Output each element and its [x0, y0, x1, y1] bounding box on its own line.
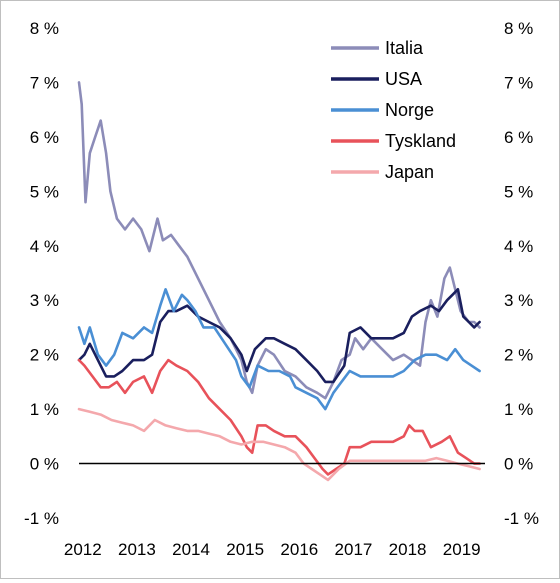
x-axis: 2012 2013 2014 2015 2016 2017 2018 2019	[64, 540, 481, 559]
y-tick-label-right: 6 %	[504, 128, 533, 147]
y-tick-label-right: 0 %	[504, 455, 533, 474]
y-tick-label-right: 7 %	[504, 73, 533, 92]
x-tick-label: 2017	[335, 540, 373, 559]
y-tick-label-right: 2 %	[504, 346, 533, 365]
y-tick-label-left: -1 %	[24, 509, 59, 528]
y-tick-label-right: 3 %	[504, 291, 533, 310]
series-line-japan	[77, 407, 481, 482]
y-tick-label-left: 1 %	[30, 400, 59, 419]
x-tick-label: 2013	[118, 540, 156, 559]
legend-label-italia: Italia	[385, 38, 424, 58]
series-line-italia	[77, 81, 481, 400]
series-line-tyskland	[77, 358, 481, 476]
y-tick-label-left: 4 %	[30, 237, 59, 256]
y-tick-label-left: 8 %	[30, 19, 59, 38]
y-tick-label-right: 5 %	[504, 182, 533, 201]
y-tick-label-left: 6 %	[30, 128, 59, 147]
plot-area	[77, 81, 481, 482]
legend: Italia USA Norge Tyskland Japan	[331, 38, 456, 182]
y-tick-label-left: 3 %	[30, 291, 59, 310]
y-axis-right: 8 % 7 % 6 % 5 % 4 % 3 % 2 % 1 % 0 % -1 %	[504, 19, 539, 528]
x-tick-label: 2015	[226, 540, 264, 559]
y-tick-label-right: -1 %	[504, 509, 539, 528]
series-line-norge	[77, 287, 481, 411]
y-tick-label-right: 4 %	[504, 237, 533, 256]
x-tick-label: 2014	[172, 540, 210, 559]
y-axis-left: 8 % 7 % 6 % 5 % 4 % 3 % 2 % 1 % 0 % -1 %	[24, 19, 59, 528]
y-tick-label-left: 2 %	[30, 346, 59, 365]
x-tick-label: 2018	[389, 540, 427, 559]
y-tick-label-right: 1 %	[504, 400, 533, 419]
x-tick-label: 2012	[64, 540, 102, 559]
legend-label-usa: USA	[385, 69, 422, 89]
legend-label-japan: Japan	[385, 162, 434, 182]
y-tick-label-left: 0 %	[30, 455, 59, 474]
legend-label-tyskland: Tyskland	[385, 131, 456, 151]
legend-label-norge: Norge	[385, 100, 434, 120]
y-tick-label-left: 5 %	[30, 182, 59, 201]
x-tick-label: 2016	[280, 540, 318, 559]
y-tick-label-right: 8 %	[504, 19, 533, 38]
y-tick-label-left: 7 %	[30, 73, 59, 92]
series-line-usa	[77, 287, 481, 384]
x-tick-label: 2019	[443, 540, 481, 559]
